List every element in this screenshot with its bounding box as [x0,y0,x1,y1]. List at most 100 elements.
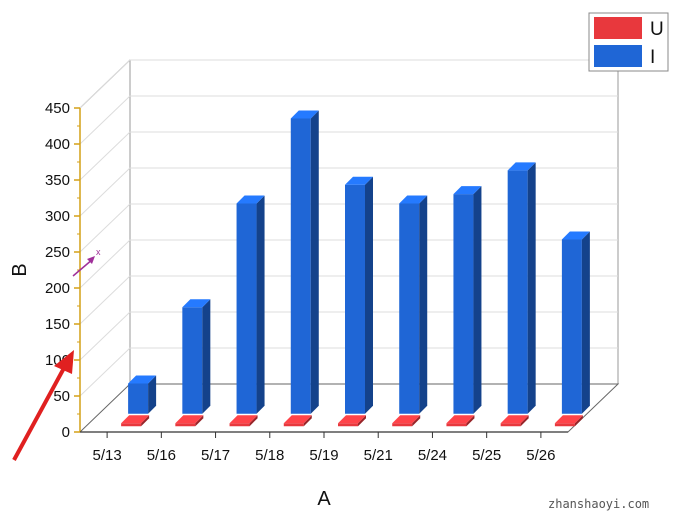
bar-u-5-21-front [392,423,413,427]
bar-i-5-16-top [182,299,211,308]
bar-i-5-13-front [128,383,149,414]
bar-u-5-21-side [412,415,421,427]
y-tick-label-7: 350 [45,172,70,189]
bar-u-5-17-top [229,415,258,424]
gridline-side-1 [79,347,131,397]
bar-u-5-19-top [338,415,366,424]
series-u-bars [121,415,583,427]
x-tick-label-1: 5/16 [147,447,176,464]
bar-i-5-26-top [561,231,590,240]
pointer-arrow-icon [12,350,74,461]
x-tick-label-2: 5/17 [201,447,230,464]
bar-u-5-13-side [141,415,150,427]
bar-i-5-18-front [290,118,311,414]
bar-i-5-21 [399,195,428,414]
gridline-side-3 [79,275,131,325]
bar-i-5-24-side [473,186,482,414]
bar-u-5-16-side [195,415,204,427]
bar-i-5-25-top [507,162,536,171]
bar-u-5-26-front [554,423,575,427]
legend: U I [588,12,669,72]
bar-i-5-19-top [345,176,373,185]
bar-i-5-21-top [399,195,428,204]
bar-i-5-17-side [256,195,265,414]
bar-i-5-19 [345,176,373,414]
gridline-side-6 [79,167,131,217]
bar-u-5-18-side [303,415,312,427]
bar-i-5-26 [561,231,590,414]
marker-arrow-head [87,256,95,264]
bar-u-5-26-side [574,415,583,427]
gridline-side-2 [79,311,131,361]
bar-u-5-19-side [358,415,366,427]
gridline-side-8 [79,95,131,145]
series-i-bars [128,110,590,414]
bar-i-5-24-front [453,194,474,414]
bar-u-5-13-front [121,423,142,427]
bar-u-5-16 [175,415,204,427]
x-axis-label: A [317,488,331,510]
bar-i-5-24 [453,186,482,414]
y-tick-label-9: 450 [45,100,70,117]
bar-u-5-26-top [554,415,583,424]
bar-i-5-25-front [507,170,528,414]
bar-u-5-19-front [338,423,358,427]
bar-i-5-24-top [453,186,482,195]
y-tick-label-1: 50 [53,388,70,405]
y-tick-label-8: 400 [45,136,70,153]
y-tick-label-5: 250 [45,244,70,261]
bar-i-5-13 [128,375,157,414]
bar-u-5-16-front [175,423,196,427]
bar-u-5-18-front [283,423,304,427]
bar-i-5-19-front [345,184,365,414]
marker-arrow-line [72,258,94,277]
bar-i-5-26-front [561,239,582,414]
bar-i-5-25 [507,162,536,414]
y-tick-label-6: 300 [45,208,70,225]
bar-i-5-17-top [236,195,265,204]
bar-u-5-24-top [446,415,475,424]
bar-u-5-17-front [229,423,250,427]
bar-u-5-26 [554,415,583,427]
bar-i-5-18-side [310,110,319,414]
bar-i-5-18 [290,110,319,414]
bar-u-5-21 [392,415,421,427]
bar-u-5-21-top [392,415,421,424]
watermark-text: zhanshaoyi.com [548,497,649,511]
bar-u-5-24-side [466,415,475,427]
bar-u-5-25-top [500,415,529,424]
bar-i-5-13-side [148,375,157,414]
gridline-side-9 [79,59,131,109]
bar-i-5-19-side [365,176,373,414]
legend-swatch-u [594,17,642,39]
bar-i-5-18-top [290,110,319,119]
legend-label-u: U [650,19,664,40]
gridline-side-7 [79,131,131,181]
y-tick-label-3: 150 [45,316,70,333]
y-axis-label: B [9,263,31,276]
bar-u-5-13 [121,415,150,427]
bar-u-5-18-top [283,415,312,424]
bar-i-5-17-front [236,203,257,414]
y-tick-label-0: 0 [62,424,70,441]
bar-u-5-13-top [121,415,150,424]
legend-swatch-i [594,45,642,67]
bar-u-5-18 [283,415,312,427]
bar-u-5-25 [500,415,529,427]
legend-label-i: I [650,47,655,68]
x-tick-labels: 5/13 5/16 5/17 5/18 5/19 5/21 5/24 5/25 5/26 [80,431,568,464]
bar-u-5-25-front [500,423,521,427]
bar-i-5-25-side [527,162,536,414]
bar-i-5-16 [182,299,211,414]
gridlines [79,59,618,397]
bar-u-5-24-front [446,423,467,427]
bar-u-5-24 [446,415,475,427]
annotation-marker: x [72,247,101,277]
bar-u-5-16-top [175,415,204,424]
marker-x-label: x [96,247,101,257]
bar-u-5-17-side [249,415,258,427]
bar-i-5-21-side [419,195,428,414]
bar-u-5-25-side [520,415,529,427]
